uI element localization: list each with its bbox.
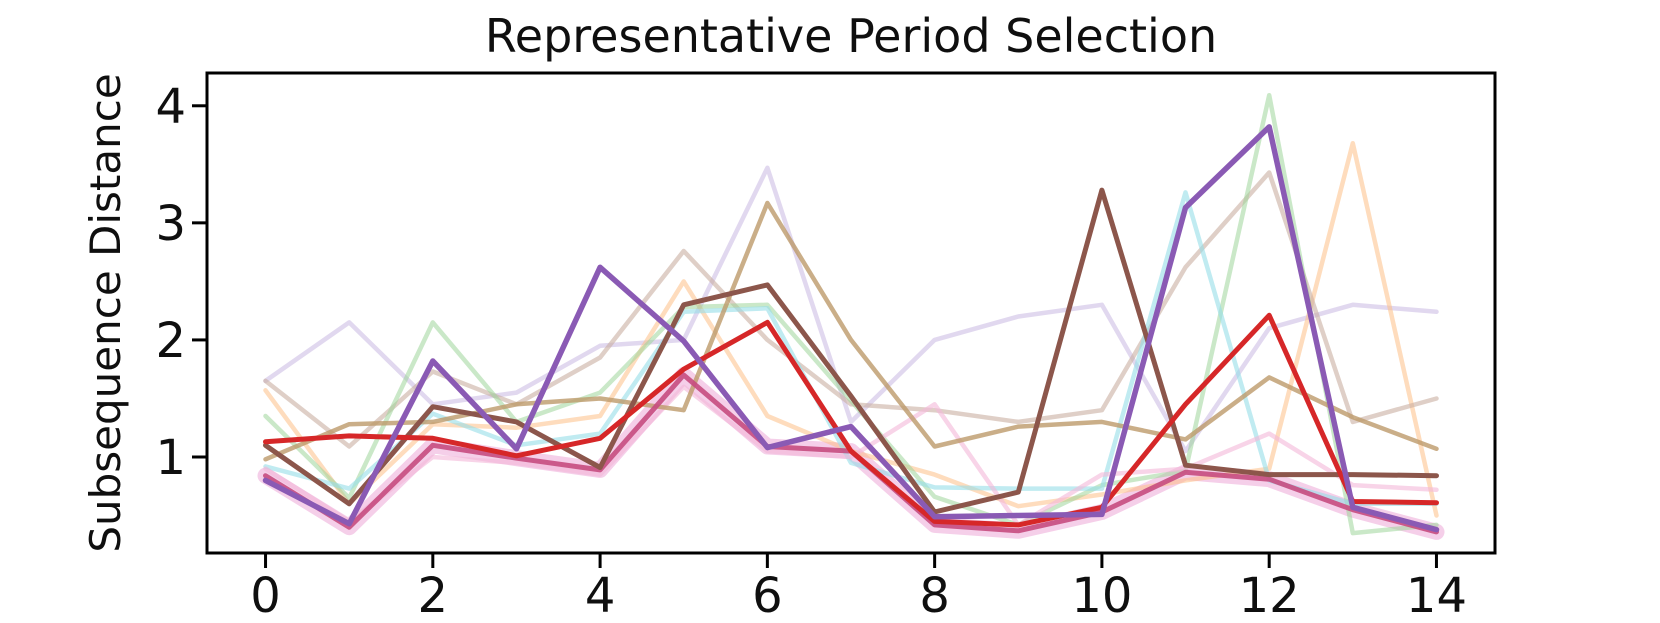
chart-title: Representative Period Selection: [485, 9, 1217, 63]
x-tick-label: 10: [1071, 568, 1132, 623]
x-tick-label: 6: [752, 568, 783, 623]
series-rosybrown-line: [263, 170, 1439, 449]
y-tick-label: 2: [155, 313, 186, 369]
plot-border: [205, 71, 1497, 555]
series-brown-line: [263, 187, 1439, 515]
y-tick-label: 3: [155, 196, 186, 252]
y-tick-label: 4: [155, 79, 186, 135]
x-tick-label: 12: [1239, 568, 1300, 623]
x-tick-label: 4: [585, 568, 616, 623]
series-red-line: [263, 312, 1439, 528]
series-purple-line: [262, 124, 1440, 533]
x-tick-label: 2: [418, 568, 449, 623]
y-axis-label: Subsequence Distance: [81, 73, 130, 552]
series-cyan-line: [263, 190, 1439, 507]
series-lavender-line: [263, 165, 1439, 454]
x-tick-label: 0: [250, 568, 281, 623]
series-tan-line: [263, 200, 1439, 462]
plot-series: [257, 92, 1445, 540]
series-light-green-line: [263, 92, 1439, 536]
x-tick-label: 8: [919, 568, 950, 623]
y-tick-label: 1: [155, 430, 186, 486]
x-tick-label: 14: [1406, 568, 1467, 623]
series-pink-line: [263, 384, 1439, 528]
